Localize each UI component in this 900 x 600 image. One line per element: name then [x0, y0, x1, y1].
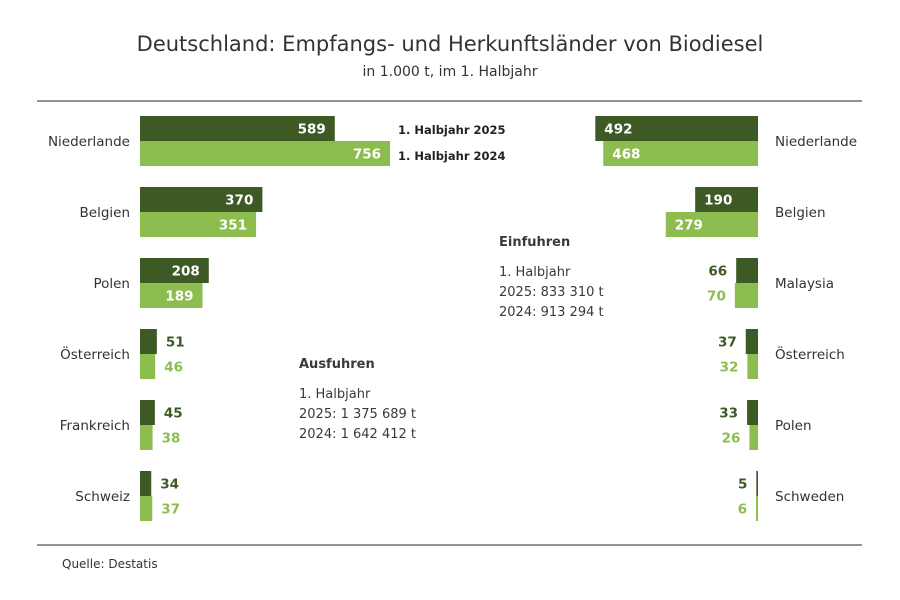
right-bar-Schweden-2025	[756, 471, 758, 496]
left-bar-Schweiz-2025	[140, 471, 152, 496]
exports-total-2024: 2024: 1 642 412 t	[299, 427, 416, 442]
left-label-Polen-2024: 189	[165, 289, 193, 305]
chart-subtitle: in 1.000 t, im 1. Halbjahr	[362, 64, 538, 80]
right-label-Niederlande-2025: 492	[604, 122, 632, 138]
right-category-label: Schweden	[775, 489, 844, 505]
left-bar-Österreich-2024	[140, 354, 156, 379]
right-label-Österreich-2024: 32	[720, 360, 739, 376]
left-bar-Frankreich-2024	[140, 425, 153, 450]
right-category-label: Niederlande	[775, 134, 857, 150]
left-bar-Niederlande-2024	[140, 141, 390, 166]
right-bar-Belgien-2024	[665, 212, 758, 237]
exports-total-2025: 2025: 1 375 689 t	[299, 407, 416, 422]
right-label-Schweden-2025: 5	[738, 477, 747, 493]
left-category-label: Polen	[93, 276, 130, 292]
left-label-Niederlande-2024: 756	[353, 147, 381, 163]
left-bar-Polen-2024	[140, 283, 203, 308]
right-category-label: Malaysia	[775, 276, 834, 292]
chart-title: Deutschland: Empfangs- und Herkunftsländ…	[136, 32, 764, 56]
left-bar-Schweiz-2024	[140, 496, 153, 521]
right-label-Schweden-2024: 6	[738, 502, 747, 518]
right-bar-Malaysia-2025	[736, 258, 758, 283]
right-bar-Niederlande-2024	[603, 141, 758, 166]
right-bar-Malaysia-2024	[734, 283, 758, 308]
legend-label-2025: 1. Halbjahr 2025	[398, 123, 506, 137]
right-category-label: Polen	[775, 418, 812, 434]
right-bar-Schweden-2024	[756, 496, 758, 521]
imports-total-2025: 2025: 833 310 t	[499, 285, 604, 300]
right-label-Belgien-2025: 190	[704, 193, 732, 209]
left-label-Schweiz-2025: 34	[160, 477, 179, 493]
imports-period: 1. Halbjahr	[499, 265, 571, 280]
left-bar-Polen-2025	[140, 258, 209, 283]
imports-heading: Einfuhren	[499, 235, 571, 250]
right-label-Malaysia-2025: 66	[708, 264, 727, 280]
left-bar-Österreich-2025	[140, 329, 157, 354]
left-label-Frankreich-2025: 45	[164, 406, 183, 422]
left-category-label: Niederlande	[48, 134, 130, 150]
right-bar-Niederlande-2025	[595, 116, 758, 141]
source-note: Quelle: Destatis	[62, 557, 158, 571]
legend-label-2024: 1. Halbjahr 2024	[398, 149, 506, 163]
right-bar-Polen-2024	[749, 425, 758, 450]
right-label-Polen-2024: 26	[722, 431, 741, 447]
left-category-label: Belgien	[80, 205, 131, 221]
right-label-Malaysia-2024: 70	[707, 289, 726, 305]
exports-summary: Ausfuhren 1. Halbjahr 2025: 1 375 689 t …	[299, 355, 416, 445]
left-label-Belgien-2024: 351	[219, 218, 247, 234]
right-category-label: Österreich	[775, 345, 845, 363]
left-label-Österreich-2025: 51	[166, 335, 185, 351]
exports-period: 1. Halbjahr	[299, 387, 371, 402]
left-label-Belgien-2025: 370	[225, 193, 253, 209]
left-bar-Belgien-2024	[140, 212, 257, 237]
left-label-Frankreich-2024: 38	[162, 431, 181, 447]
left-bar-Belgien-2025	[140, 187, 263, 212]
right-bar-Belgien-2025	[695, 187, 758, 212]
right-label-Belgien-2024: 279	[675, 218, 703, 234]
left-bar-Niederlande-2025	[140, 116, 335, 141]
left-label-Niederlande-2025: 589	[298, 122, 326, 138]
left-category-label: Frankreich	[60, 418, 130, 434]
left-label-Schweiz-2024: 37	[161, 502, 180, 518]
right-category-label: Belgien	[775, 205, 826, 221]
right-bar-Österreich-2024	[747, 354, 758, 379]
imports-summary: Einfuhren 1. Halbjahr 2025: 833 310 t 20…	[499, 233, 604, 323]
exports-heading: Ausfuhren	[299, 357, 375, 372]
right-label-Niederlande-2024: 468	[612, 147, 640, 163]
right-bar-Polen-2025	[747, 400, 758, 425]
right-bar-Österreich-2025	[745, 329, 758, 354]
left-bar-Frankreich-2025	[140, 400, 155, 425]
right-label-Österreich-2025: 37	[718, 335, 737, 351]
left-label-Polen-2025: 208	[172, 264, 200, 280]
left-label-Österreich-2024: 46	[164, 360, 183, 376]
right-label-Polen-2025: 33	[719, 406, 738, 422]
left-category-label: Schweiz	[75, 489, 130, 505]
imports-total-2024: 2024: 913 294 t	[499, 305, 604, 320]
left-category-label: Österreich	[60, 345, 130, 363]
